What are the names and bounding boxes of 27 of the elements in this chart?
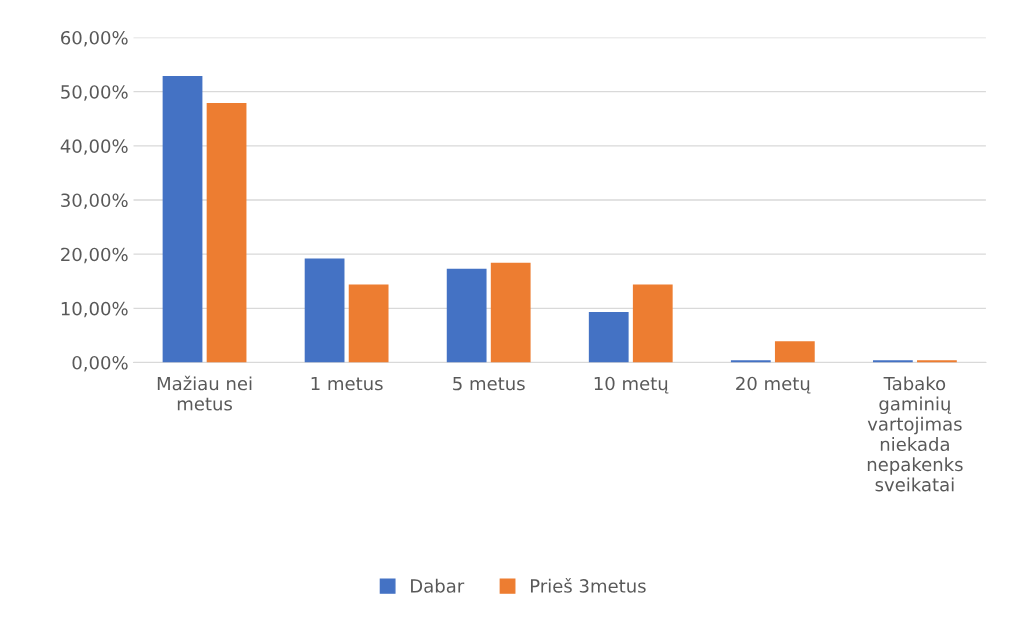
bar [446,268,487,363]
bar [206,103,247,363]
x-tick-label: 1 metus [311,376,383,391]
bar [730,360,771,363]
bar [348,284,389,363]
y-tick-label: 0,00% [72,355,128,372]
bar [774,341,815,363]
y-tick-label: 20,00% [61,247,128,264]
bar [872,360,913,363]
x-tick-label: 5 metus [453,376,525,391]
x-tick-label: 20 metų [736,376,811,394]
y-tick-label: 30,00% [61,193,128,209]
bar [917,360,957,363]
bar [304,258,345,363]
bar [162,75,203,363]
bar [588,312,629,363]
legend-label: Prieš 3metus [530,578,646,593]
legend-label: Dabar [411,578,465,593]
bar [490,262,531,363]
y-tick-label: 40,00% [60,139,128,155]
y-tick-label: 60,00% [61,30,128,47]
x-tick-label: 10 metų [594,376,669,394]
x-tick-label: Tabako gaminių vartojimas niekada nepakenks sveikatai [867,376,963,492]
y-tick-label: 50,00% [61,85,128,101]
y-tick-label: 10,00% [61,301,128,318]
x-tick-label: Mažiau nei metus [157,375,252,411]
bar [632,284,673,363]
